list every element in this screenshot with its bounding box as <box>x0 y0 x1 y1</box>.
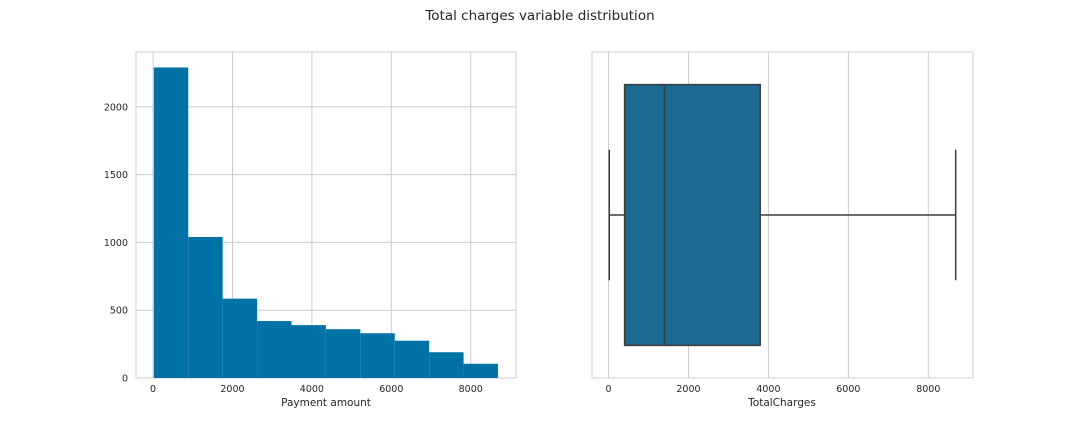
boxplot-x-tick-label: 6000 <box>836 384 860 395</box>
histogram-bar <box>153 67 189 379</box>
histogram-x-ticks: 0 2000 4000 6000 8000 <box>150 384 483 395</box>
boxplot-x-ticks: 0 2000 4000 6000 8000 <box>606 384 941 395</box>
boxplot-x-tick-label: 0 <box>606 384 612 395</box>
boxplot-x-tick-label: 4000 <box>756 384 780 395</box>
histogram-bar <box>291 325 326 378</box>
histogram-y-tick-label: 2000 <box>104 102 128 113</box>
histogram-panel: 0 2000 4000 6000 8000 0 500 1000 1500 2000 Payme… <box>104 51 517 409</box>
histogram-bar <box>257 321 292 378</box>
boxplot-shapes <box>608 83 957 347</box>
histogram-y-ticks: 0 500 1000 1500 2000 <box>104 102 128 384</box>
figure-title: Total charges variable distribution <box>424 8 654 24</box>
histogram-bar <box>360 333 395 378</box>
histogram-bar <box>429 352 464 378</box>
histogram-bar <box>325 329 361 378</box>
histogram-y-tick-label: 500 <box>110 306 128 317</box>
boxplot-panel: 0 2000 4000 6000 8000 TotalCharges <box>591 51 974 409</box>
histogram-x-tick-label: 2000 <box>220 384 244 395</box>
histogram-bar <box>222 298 258 378</box>
histogram-x-axis-label: Payment amount <box>281 397 371 409</box>
histogram-x-tick-label: 6000 <box>379 384 403 395</box>
boxplot-x-tick-label: 8000 <box>916 384 940 395</box>
histogram-x-tick-label: 4000 <box>300 384 324 395</box>
histogram-bars <box>153 67 498 379</box>
histogram-bar <box>394 340 430 378</box>
histogram-y-tick-label: 0 <box>122 374 128 385</box>
histogram-x-tick-label: 8000 <box>459 384 483 395</box>
histogram-y-tick-label: 1500 <box>104 170 128 181</box>
histogram-x-tick-label: 0 <box>150 384 156 395</box>
histogram-bar <box>463 363 498 378</box>
boxplot-box <box>623 83 761 347</box>
boxplot-x-axis-label: TotalCharges <box>747 397 816 409</box>
histogram-bar <box>188 236 223 378</box>
histogram-y-tick-label: 1000 <box>104 238 128 249</box>
boxplot-x-tick-label: 2000 <box>676 384 700 395</box>
